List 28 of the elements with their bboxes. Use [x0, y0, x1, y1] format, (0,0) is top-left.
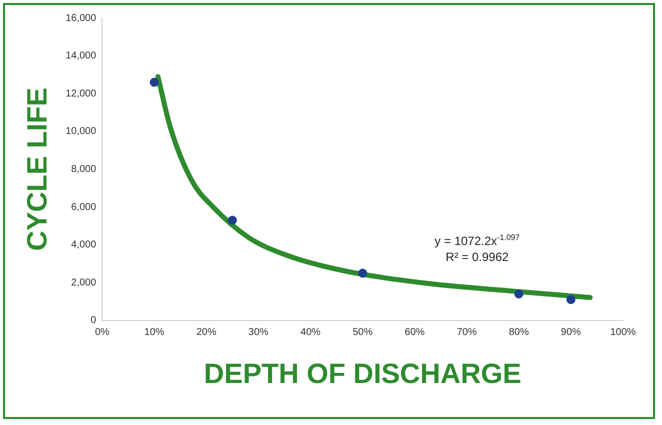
x-tick-label: 0%	[94, 327, 110, 338]
y-axis-title: CYCLE LIFE	[22, 88, 53, 251]
point	[566, 295, 576, 304]
y-tick-label: 16,000	[66, 12, 97, 24]
y-tick-label: 0	[90, 315, 97, 326]
x-tick-label: 20%	[196, 327, 216, 338]
point	[358, 268, 368, 278]
y-tick-label: 14,000	[66, 50, 97, 62]
y-tick-label: 12,000	[66, 88, 97, 100]
annotation: R² = 0.9962	[446, 250, 510, 264]
x-tick-label: 60%	[404, 327, 425, 338]
y-tick-label: 6,000	[71, 202, 97, 213]
point	[514, 289, 524, 298]
x-tick-label: 90%	[560, 327, 582, 338]
point	[150, 78, 159, 87]
y-tick-label: 8,000	[71, 164, 97, 175]
point	[228, 216, 237, 225]
y-tick-label: 4,000	[71, 240, 97, 251]
x-tick-label: 70%	[456, 327, 477, 338]
x-tick-label: 100%	[610, 327, 636, 338]
y-tick-label: 2,000	[71, 277, 97, 288]
y-tick-label: 10,000	[66, 126, 97, 138]
x-tick-label: 80%	[508, 327, 529, 338]
x-tick-label: 50%	[352, 327, 373, 338]
x-axis-title: DEPTH OF DISCHARGE	[204, 358, 522, 389]
x-tick-label: 30%	[248, 327, 269, 338]
x-tick-label: 10%	[144, 327, 164, 338]
x-tick-label: 40%	[300, 327, 321, 338]
